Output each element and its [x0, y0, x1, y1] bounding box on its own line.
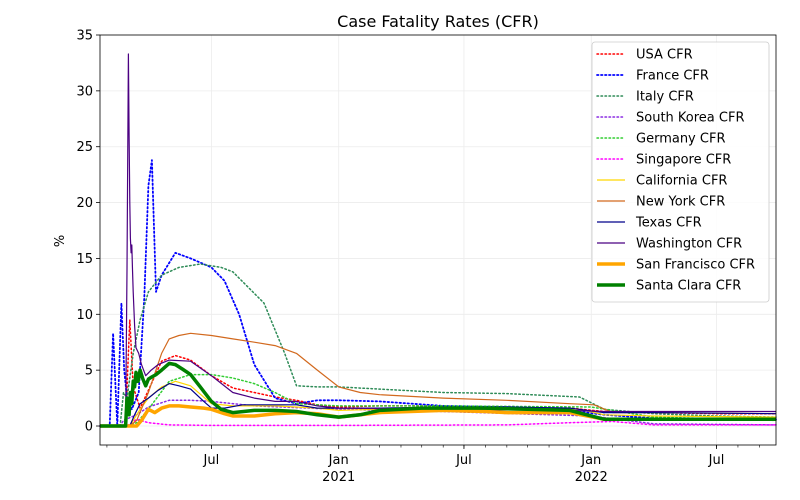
axes-layer: 0 5 10 15 20 25 30 35 Jul Jan 2021 Jul Jan 2022 Jul [76, 29, 760, 485]
series-line-singapore-cfr [99, 418, 777, 427]
legend-label: New York CFR [636, 195, 725, 210]
x-tick-year-label: 2021 [322, 470, 355, 485]
x-tick-label: Jul [708, 453, 725, 468]
legend-label: France CFR [636, 69, 709, 84]
x-tick-label: Jul [203, 453, 220, 468]
y-tick-label: 15 [76, 252, 93, 267]
legend-label: South Korea CFR [636, 111, 745, 126]
x-tick-label: Jul [455, 453, 472, 468]
legend-label: Washington CFR [636, 237, 742, 252]
series-line-texas-cfr [100, 383, 777, 427]
series-line-washington-cfr [100, 53, 776, 427]
y-axis-label: % [53, 235, 68, 247]
y-tick-label: 25 [76, 140, 93, 155]
y-tick-label: 5 [85, 364, 93, 379]
legend-label: Germany CFR [636, 132, 725, 147]
y-tick-label: 35 [76, 29, 93, 44]
series-line-new-york-cfr [100, 332, 777, 427]
y-tick-label: 20 [76, 196, 93, 211]
x-tick-label: Jan [580, 453, 601, 468]
series-line-santa-clara-cfr [100, 361, 776, 428]
series-line-italy-cfr [99, 263, 777, 427]
series-line-san-francisco-cfr [100, 404, 776, 428]
y-tick-label: 10 [76, 308, 93, 323]
legend-label: Texas CFR [635, 216, 702, 231]
y-tick-label: 0 [85, 420, 93, 435]
y-tick-label: 30 [76, 84, 93, 99]
plot-frame [99, 34, 777, 446]
legend-box [591, 41, 770, 303]
legend-label: USA CFR [636, 48, 693, 63]
x-tick-label: Jan [328, 453, 349, 468]
legend-label: San Francisco CFR [636, 258, 755, 273]
chart-title: Case Fatality Rates (CFR) [337, 12, 539, 31]
series-layer [99, 53, 777, 428]
legend-label: California CFR [636, 174, 727, 189]
x-tick-year-label: 2022 [575, 470, 608, 485]
legend-label: Santa Clara CFR [636, 279, 741, 294]
legend-label: Singapore CFR [636, 153, 731, 168]
legend: USA CFR France CFR Italy CFR South Korea CF… [591, 41, 770, 303]
legend-label: Italy CFR [636, 90, 694, 105]
